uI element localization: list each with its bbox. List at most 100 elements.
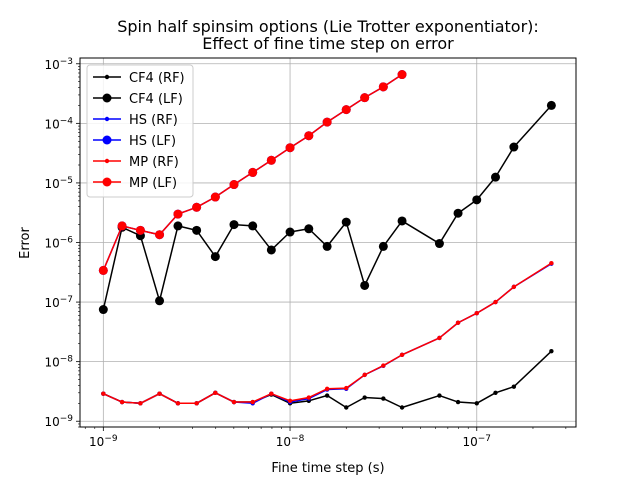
data-point-cf4-rf bbox=[362, 395, 367, 400]
x-tick-label-0-exponent: −9 bbox=[104, 434, 118, 444]
data-point-mp-rf bbox=[493, 299, 498, 305]
y-tick-label-3-base: 10 bbox=[44, 237, 59, 251]
data-point-cf4-rf bbox=[511, 384, 517, 389]
data-point-cf4-lf bbox=[509, 142, 519, 152]
y-tick-label-1-exponent: −8 bbox=[60, 355, 74, 365]
y-tick-label-2-exponent: −7 bbox=[60, 295, 73, 305]
y-tick-label-6-exponent: −3 bbox=[60, 57, 73, 67]
data-point-cf4-rf bbox=[399, 405, 405, 410]
data-point-cf4-lf bbox=[546, 100, 556, 110]
y-tick-label-4: 10−5 bbox=[44, 176, 73, 191]
data-point-cf4-rf bbox=[437, 393, 442, 398]
series-mp-lf bbox=[98, 70, 407, 275]
legend-swatch-marker-cf4-lf bbox=[102, 93, 112, 103]
legend-entry-mp-lf: MP (LF) bbox=[93, 176, 177, 191]
data-point-mp-rf bbox=[250, 399, 255, 405]
legend-label-hs-rf: HS (RF) bbox=[129, 113, 178, 128]
y-tick-label-0: 10−9 bbox=[44, 414, 73, 429]
data-point-cf4-lf bbox=[360, 280, 370, 290]
data-point-mp-lf bbox=[173, 209, 183, 219]
legend-label-cf4-rf: CF4 (RF) bbox=[129, 71, 185, 86]
chart-title-line-1: Spin half spinsim options (Lie Trotter e… bbox=[117, 17, 539, 36]
y-tick-label-6-base: 10 bbox=[44, 58, 59, 72]
legend-entry-hs-rf: HS (RF) bbox=[93, 113, 178, 128]
data-point-cf4-lf bbox=[472, 195, 482, 205]
legend-label-mp-rf: MP (RF) bbox=[129, 155, 179, 170]
series-layer bbox=[98, 70, 556, 410]
legend-entry-cf4-lf: CF4 (LF) bbox=[93, 92, 183, 107]
x-tick-label-1: 10−8 bbox=[276, 434, 305, 449]
data-point-mp-lf bbox=[192, 202, 202, 212]
x-tick-label-2: 10−7 bbox=[462, 434, 491, 449]
y-tick-label-6: 10−3 bbox=[44, 57, 73, 72]
data-point-cf4-rf bbox=[324, 393, 330, 398]
y-tick-label-4-exponent: −5 bbox=[60, 176, 73, 186]
data-point-mp-lf bbox=[135, 225, 145, 235]
data-point-cf4-rf bbox=[493, 390, 498, 395]
data-point-cf4-lf bbox=[98, 305, 108, 315]
data-point-cf4-rf bbox=[344, 405, 349, 410]
axis-tick-labels: 10−9 10−8 10−710−910−810−710−610−510−410−3 bbox=[44, 57, 491, 449]
y-tick-label-3-exponent: −6 bbox=[60, 236, 74, 246]
x-tick-label-1-base: 10 bbox=[276, 435, 291, 449]
data-point-mp-rf bbox=[157, 391, 162, 396]
data-point-mp-lf bbox=[266, 155, 276, 165]
y-tick-label-1: 10−8 bbox=[44, 355, 73, 370]
data-point-cf4-rf bbox=[381, 396, 386, 401]
legend-swatch-marker-hs-rf bbox=[104, 116, 110, 122]
legend-entry-cf4-rf: CF4 (RF) bbox=[93, 71, 185, 86]
series-mp-rf bbox=[101, 260, 554, 406]
data-point-mp-rf bbox=[194, 401, 199, 406]
data-point-mp-lf bbox=[378, 82, 388, 92]
y-tick-label-5-base: 10 bbox=[44, 117, 59, 131]
data-point-cf4-lf bbox=[266, 245, 276, 255]
y-tick-label-4-base: 10 bbox=[44, 177, 59, 191]
data-point-mp-lf bbox=[210, 192, 220, 202]
data-point-cf4-lf bbox=[491, 172, 500, 182]
data-point-mp-rf bbox=[455, 320, 461, 325]
data-point-mp-rf bbox=[231, 399, 237, 405]
legend-entry-mp-rf: MP (RF) bbox=[93, 155, 179, 170]
data-point-cf4-lf bbox=[322, 241, 332, 251]
data-point-cf4-lf bbox=[378, 241, 388, 251]
data-point-cf4-rf bbox=[549, 348, 554, 354]
data-point-cf4-lf bbox=[434, 239, 444, 249]
data-point-cf4-lf bbox=[210, 252, 220, 262]
legend-label-cf4-lf: CF4 (LF) bbox=[129, 92, 183, 107]
legend: CF4 (RF) CF4 (LF) HS (RF) HS (LF) MP (RF) MP … bbox=[86, 64, 194, 198]
data-point-cf4-lf bbox=[397, 216, 407, 226]
data-point-mp-rf bbox=[362, 372, 367, 378]
y-axis-label: Error bbox=[18, 227, 33, 259]
x-tick-label-2-base: 10 bbox=[462, 435, 477, 449]
y-tick-label-5: 10−4 bbox=[44, 116, 73, 131]
y-tick-label-2: 10−7 bbox=[44, 295, 73, 310]
data-point-cf4-lf bbox=[248, 221, 258, 231]
legend-swatch-marker-mp-rf bbox=[104, 158, 110, 164]
legend-swatch-marker-cf4-rf bbox=[104, 74, 110, 80]
data-point-mp-lf bbox=[304, 131, 314, 141]
data-point-mp-lf bbox=[397, 70, 407, 80]
series-cf4-lf bbox=[98, 100, 556, 315]
y-tick-label-2-base: 10 bbox=[44, 296, 59, 310]
y-tick-label-0-exponent: −9 bbox=[60, 414, 74, 424]
data-point-mp-rf bbox=[549, 260, 554, 266]
y-tick-label-5-exponent: −4 bbox=[60, 116, 74, 126]
x-tick-label-0-base: 10 bbox=[89, 435, 104, 449]
data-point-mp-lf bbox=[155, 230, 165, 240]
data-point-cf4-lf bbox=[341, 217, 351, 227]
data-point-mp-rf bbox=[511, 284, 517, 290]
data-point-mp-rf bbox=[138, 401, 143, 406]
x-axis-label: Fine time step (s) bbox=[271, 461, 384, 476]
axis-ticks bbox=[76, 63, 567, 431]
y-tick-label-3: 10−6 bbox=[44, 236, 73, 251]
data-point-cf4-lf bbox=[229, 220, 239, 230]
data-point-mp-rf bbox=[324, 386, 330, 392]
data-point-mp-lf bbox=[229, 180, 239, 190]
data-point-mp-lf bbox=[248, 167, 258, 177]
data-point-mp-rf bbox=[306, 395, 311, 400]
data-point-mp-rf bbox=[399, 352, 405, 358]
data-point-mp-rf bbox=[344, 385, 349, 391]
data-point-mp-rf bbox=[213, 390, 218, 395]
